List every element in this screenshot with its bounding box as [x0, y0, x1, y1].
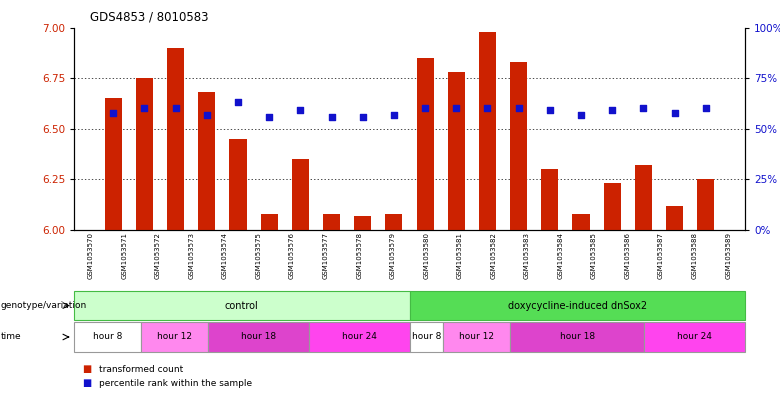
Text: GDS4853 / 8010583: GDS4853 / 8010583 [90, 11, 208, 24]
Text: ■: ■ [82, 378, 91, 388]
Text: GSM1053589: GSM1053589 [725, 232, 731, 279]
Text: ■: ■ [82, 364, 91, 375]
Text: transformed count: transformed count [99, 365, 183, 374]
Bar [261, 214, 278, 230]
Bar [604, 184, 621, 230]
Text: GSM1053584: GSM1053584 [558, 232, 563, 279]
Text: GSM1053586: GSM1053586 [625, 232, 630, 279]
Point [325, 114, 338, 120]
Text: GSM1053576: GSM1053576 [289, 232, 295, 279]
Point [169, 105, 182, 112]
Text: GSM1053575: GSM1053575 [256, 232, 261, 279]
Bar [323, 214, 340, 230]
Point [388, 111, 400, 118]
Point [138, 105, 151, 112]
Text: genotype/variation: genotype/variation [1, 301, 87, 310]
Text: GSM1053582: GSM1053582 [491, 232, 496, 279]
Bar [354, 216, 371, 230]
Text: GSM1053587: GSM1053587 [658, 232, 664, 279]
Bar [198, 92, 215, 230]
Text: GSM1053572: GSM1053572 [155, 232, 161, 279]
Point [356, 114, 369, 120]
Point [232, 99, 244, 106]
Text: GSM1053570: GSM1053570 [88, 232, 94, 279]
Bar [448, 72, 465, 230]
Text: hour 18: hour 18 [559, 332, 595, 342]
Text: doxycycline-induced dnSox2: doxycycline-induced dnSox2 [508, 301, 647, 310]
Text: GSM1053580: GSM1053580 [424, 232, 429, 279]
Point [668, 109, 681, 116]
Text: hour 12: hour 12 [459, 332, 494, 342]
Text: time: time [1, 332, 21, 342]
Bar [105, 98, 122, 230]
Text: control: control [225, 301, 259, 310]
Text: percentile rank within the sample: percentile rank within the sample [99, 379, 252, 387]
Point [481, 105, 494, 112]
Text: GSM1053579: GSM1053579 [390, 232, 395, 279]
Point [700, 105, 712, 112]
Point [575, 111, 587, 118]
Point [450, 105, 463, 112]
Text: hour 12: hour 12 [158, 332, 192, 342]
Text: GSM1053571: GSM1053571 [122, 232, 127, 279]
Bar [479, 31, 496, 230]
Point [606, 107, 619, 114]
Text: hour 24: hour 24 [342, 332, 377, 342]
Point [200, 111, 213, 118]
Point [544, 107, 556, 114]
Text: GSM1053578: GSM1053578 [356, 232, 362, 279]
Bar [417, 58, 434, 230]
Bar [541, 169, 558, 230]
Point [512, 105, 525, 112]
Bar [385, 214, 402, 230]
Text: hour 8: hour 8 [412, 332, 441, 342]
Bar [635, 165, 652, 230]
Point [294, 107, 307, 114]
Bar [666, 206, 683, 230]
Text: hour 8: hour 8 [93, 332, 122, 342]
Text: GSM1053573: GSM1053573 [189, 232, 194, 279]
Text: GSM1053581: GSM1053581 [457, 232, 463, 279]
Point [637, 105, 650, 112]
Bar [510, 62, 527, 230]
Point [263, 114, 275, 120]
Text: hour 18: hour 18 [241, 332, 276, 342]
Bar [292, 159, 309, 230]
Bar [229, 139, 246, 230]
Text: GSM1053583: GSM1053583 [524, 232, 530, 279]
Bar [697, 179, 714, 230]
Text: GSM1053574: GSM1053574 [222, 232, 228, 279]
Point [107, 109, 119, 116]
Bar [167, 48, 184, 230]
Text: GSM1053577: GSM1053577 [323, 232, 328, 279]
Text: hour 24: hour 24 [677, 332, 712, 342]
Bar [136, 78, 153, 230]
Text: GSM1053588: GSM1053588 [692, 232, 697, 279]
Point [419, 105, 431, 112]
Bar [573, 214, 590, 230]
Text: GSM1053585: GSM1053585 [591, 232, 597, 279]
